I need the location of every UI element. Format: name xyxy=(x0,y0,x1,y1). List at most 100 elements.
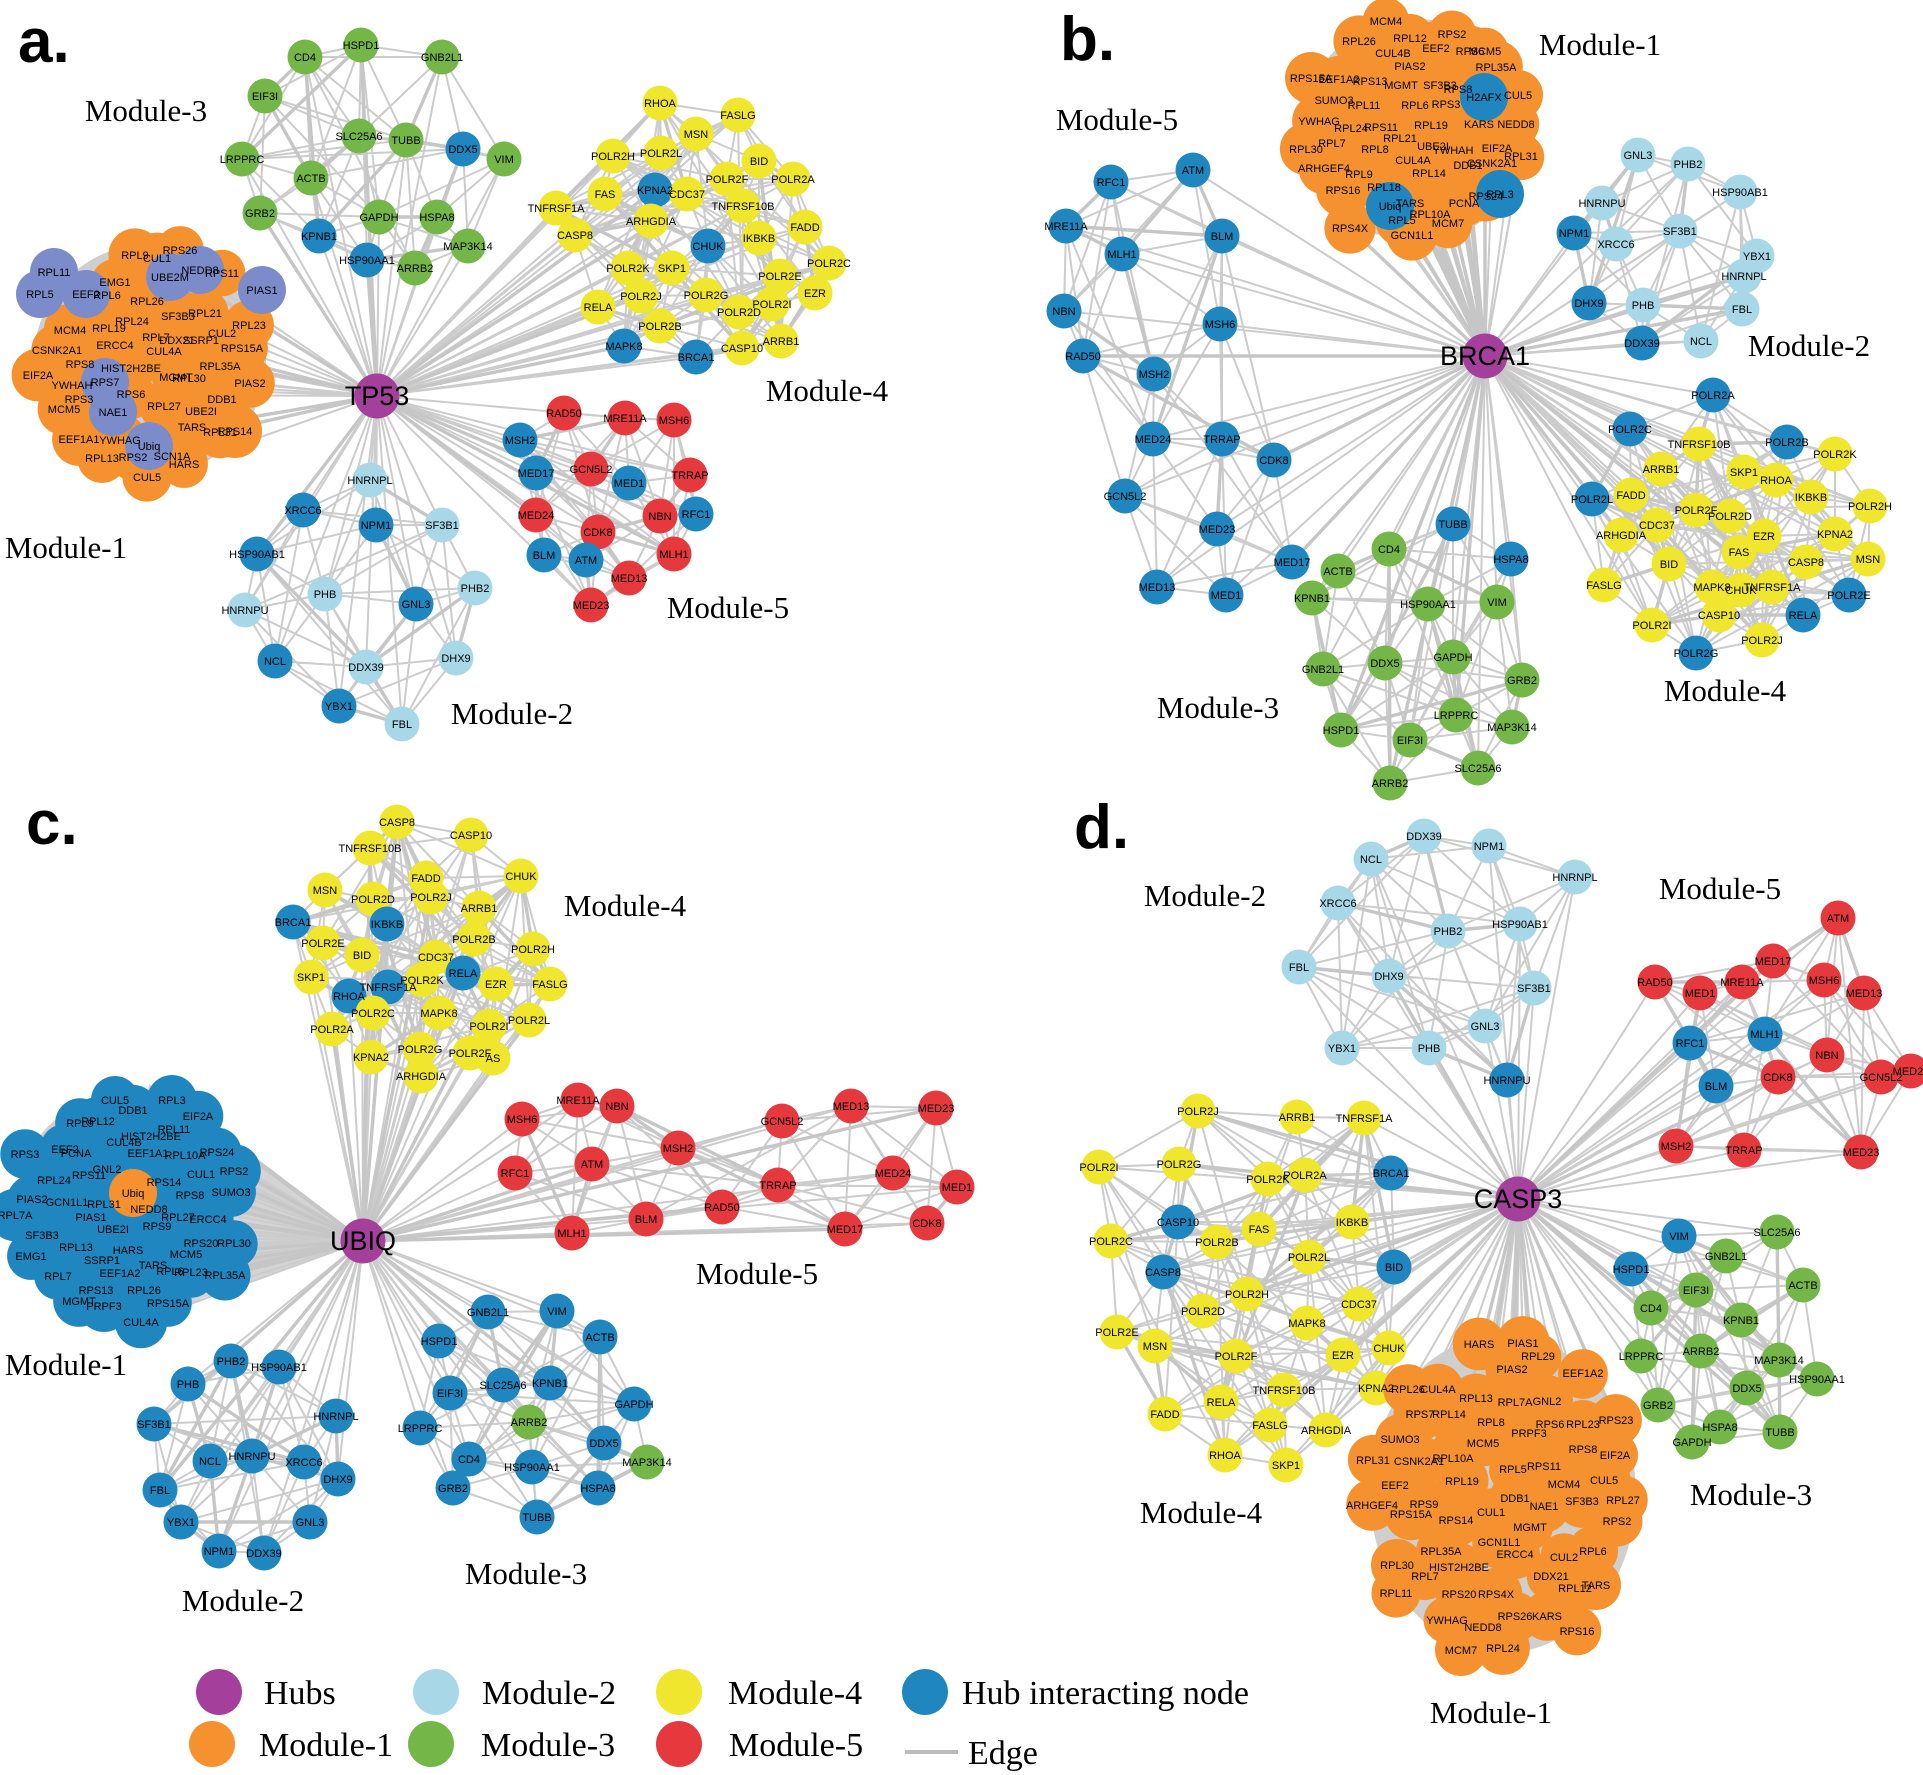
svg-text:CDC37: CDC37 xyxy=(1341,1299,1377,1311)
svg-text:GCN5L2: GCN5L2 xyxy=(1860,1072,1903,1084)
svg-text:Module-4: Module-4 xyxy=(728,1675,862,1712)
svg-text:EEF2: EEF2 xyxy=(72,289,100,301)
svg-text:DDB1: DDB1 xyxy=(1453,160,1482,172)
svg-text:RELA: RELA xyxy=(1789,610,1818,622)
svg-text:CDK8: CDK8 xyxy=(1259,455,1288,467)
svg-text:RPL35A: RPL35A xyxy=(205,1270,247,1282)
svg-text:TNFRSF1A: TNFRSF1A xyxy=(1744,582,1802,594)
svg-text:EEF1A1: EEF1A1 xyxy=(128,1148,169,1160)
svg-text:LRPPRC: LRPPRC xyxy=(220,154,265,166)
svg-text:MED1: MED1 xyxy=(614,478,645,490)
svg-text:MRE11A: MRE11A xyxy=(556,1095,600,1107)
svg-text:PRPF3: PRPF3 xyxy=(86,1301,121,1313)
svg-text:POLR2E: POLR2E xyxy=(1827,590,1870,602)
svg-text:ARRB1: ARRB1 xyxy=(461,903,498,915)
svg-text:Module-1: Module-1 xyxy=(259,1727,393,1764)
svg-text:KPNB1: KPNB1 xyxy=(1294,593,1330,605)
svg-text:CD4: CD4 xyxy=(1378,544,1400,556)
svg-text:EEF1A1: EEF1A1 xyxy=(59,434,100,446)
svg-text:GRB2: GRB2 xyxy=(438,1483,468,1495)
svg-text:SKP1: SKP1 xyxy=(1272,1460,1300,1472)
svg-text:RPL10A: RPL10A xyxy=(165,1150,207,1162)
svg-text:RPS11: RPS11 xyxy=(1527,1461,1561,1473)
svg-text:FASLG: FASLG xyxy=(532,979,567,991)
svg-text:KARS: KARS xyxy=(1464,119,1494,131)
svg-text:DDX39: DDX39 xyxy=(1406,831,1441,843)
svg-text:NCL: NCL xyxy=(1360,854,1382,866)
svg-text:MSH6: MSH6 xyxy=(1809,975,1840,987)
svg-text:EIF3I: EIF3I xyxy=(1683,1285,1709,1297)
svg-text:GAPDH: GAPDH xyxy=(1433,652,1472,664)
svg-text:RPS16: RPS16 xyxy=(1326,185,1361,197)
svg-text:MED23: MED23 xyxy=(918,1103,955,1115)
svg-text:TUBB: TUBB xyxy=(1765,1427,1794,1439)
svg-text:MLH1: MLH1 xyxy=(659,549,688,561)
svg-text:KPNA2: KPNA2 xyxy=(1358,1383,1394,1395)
svg-text:BID: BID xyxy=(353,950,371,962)
svg-text:MGMT: MGMT xyxy=(1513,1522,1547,1534)
svg-text:MGMT: MGMT xyxy=(1384,80,1418,92)
svg-text:RPS20: RPS20 xyxy=(1442,1589,1477,1601)
svg-text:CHUK: CHUK xyxy=(505,871,537,883)
svg-text:HSPD1: HSPD1 xyxy=(343,40,380,52)
svg-text:RPL9: RPL9 xyxy=(1345,169,1373,181)
svg-text:MAPK8: MAPK8 xyxy=(1288,1318,1325,1330)
svg-text:POLR2B: POLR2B xyxy=(638,321,681,333)
svg-text:BID: BID xyxy=(750,156,768,168)
svg-text:RPS3: RPS3 xyxy=(1432,99,1461,111)
svg-text:RPS23: RPS23 xyxy=(1599,1415,1634,1427)
svg-text:RPS14: RPS14 xyxy=(147,1177,182,1189)
svg-text:RPL12: RPL12 xyxy=(81,1116,115,1128)
svg-text:SKP1: SKP1 xyxy=(658,263,686,275)
svg-text:MRE11A: MRE11A xyxy=(1044,221,1088,233)
svg-text:RPS24: RPS24 xyxy=(1469,191,1504,203)
svg-text:RELA: RELA xyxy=(584,302,613,314)
svg-text:MSH6: MSH6 xyxy=(659,415,690,427)
svg-text:Ubiq: Ubiq xyxy=(1379,201,1402,213)
svg-text:RPL31: RPL31 xyxy=(203,427,237,439)
svg-text:POLR2E: POLR2E xyxy=(301,938,344,950)
svg-text:Edge: Edge xyxy=(968,1735,1038,1772)
svg-text:MED1: MED1 xyxy=(942,1182,973,1194)
svg-text:POLR2B: POLR2B xyxy=(452,934,495,946)
svg-text:CDK8: CDK8 xyxy=(912,1218,941,1230)
svg-text:SF3B1: SF3B1 xyxy=(1517,983,1551,995)
svg-text:CUL4A: CUL4A xyxy=(123,1317,159,1329)
svg-text:RPS6: RPS6 xyxy=(1456,46,1485,58)
svg-text:RPL6: RPL6 xyxy=(156,1266,184,1278)
svg-text:SF3B3: SF3B3 xyxy=(161,311,195,323)
svg-text:POLR2H: POLR2H xyxy=(511,944,555,956)
svg-text:POLR2G: POLR2G xyxy=(1157,1159,1202,1171)
svg-text:LRPPRC: LRPPRC xyxy=(1619,1351,1664,1363)
svg-text:IKBKB: IKBKB xyxy=(1795,492,1827,504)
svg-text:YBX1: YBX1 xyxy=(1328,1043,1356,1055)
svg-text:RPS13: RPS13 xyxy=(1353,76,1388,88)
svg-text:RPS15A: RPS15A xyxy=(147,1298,190,1310)
svg-text:PIAS1: PIAS1 xyxy=(1507,1338,1538,1350)
svg-text:HNRNPU: HNRNPU xyxy=(1483,1075,1530,1087)
svg-text:GCN1L1: GCN1L1 xyxy=(1391,230,1434,242)
svg-text:FASLG: FASLG xyxy=(720,110,755,122)
svg-text:EEF1A2: EEF1A2 xyxy=(100,1268,141,1280)
svg-text:MCM4: MCM4 xyxy=(54,325,86,337)
svg-text:CUL2: CUL2 xyxy=(208,328,236,340)
svg-text:ATM: ATM xyxy=(575,555,597,567)
svg-text:DDX5: DDX5 xyxy=(589,1438,618,1450)
svg-text:KPNB1: KPNB1 xyxy=(301,231,337,243)
svg-text:POLR2F: POLR2F xyxy=(1215,1351,1258,1363)
svg-text:POLR2J: POLR2J xyxy=(1177,1106,1219,1118)
svg-text:RPS8: RPS8 xyxy=(1569,1444,1598,1456)
svg-text:RPS20: RPS20 xyxy=(184,1238,219,1250)
svg-text:RPL7: RPL7 xyxy=(142,332,170,344)
svg-text:b.: b. xyxy=(1060,5,1115,74)
svg-text:CSNK2A1: CSNK2A1 xyxy=(32,345,82,357)
svg-text:PCNA: PCNA xyxy=(1449,198,1480,210)
svg-text:KPNA2: KPNA2 xyxy=(353,1052,389,1064)
svg-text:RPS3: RPS3 xyxy=(65,394,94,406)
svg-text:GRB2: GRB2 xyxy=(1507,675,1537,687)
svg-text:CUL1: CUL1 xyxy=(187,1169,215,1181)
svg-text:HARS: HARS xyxy=(113,1245,144,1257)
svg-text:EIF3I: EIF3I xyxy=(252,91,278,103)
svg-text:RPS8: RPS8 xyxy=(66,359,95,371)
svg-text:POLR2G: POLR2G xyxy=(398,1044,443,1056)
